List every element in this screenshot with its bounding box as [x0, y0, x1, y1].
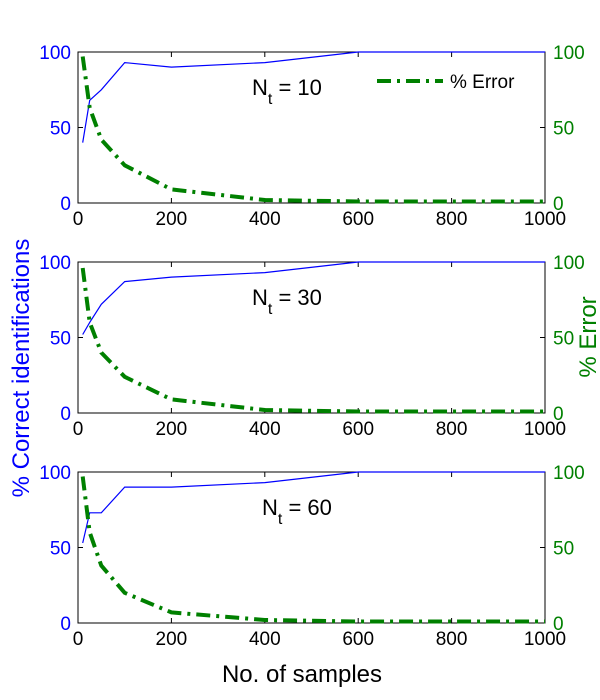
annotation-rest: = 60: [282, 495, 332, 520]
x-tick-label: 400: [249, 629, 281, 650]
y-left-tick-label: 0: [60, 194, 71, 215]
x-tick-label: 600: [342, 419, 374, 440]
y-left-tick-label: 100: [39, 253, 71, 274]
x-tick-label: 0: [73, 629, 84, 650]
annotation-subscript: t: [278, 511, 283, 528]
x-tick-label: 0: [73, 209, 84, 230]
series-error-line: [80, 56, 545, 204]
x-tick-label: 600: [342, 209, 374, 230]
y-right-tick-label: 0: [553, 614, 564, 635]
x-tick-label: 800: [436, 629, 468, 650]
x-tick-label: 1000: [524, 419, 566, 440]
y-left-tick-label: 0: [60, 614, 71, 635]
y-left-tick-label: 50: [50, 539, 71, 560]
annotation-subscript: t: [268, 91, 273, 108]
x-tick-label: 1000: [524, 209, 566, 230]
y-left-tick-label: 100: [39, 43, 71, 64]
series-correct-line: [82, 51, 545, 143]
annotation-rest: = 10: [272, 75, 322, 100]
right-y-axis-label: % Error: [575, 296, 600, 377]
y-left-tick-label: 100: [39, 463, 71, 484]
x-tick-label: 200: [156, 419, 188, 440]
annotation-main: N: [252, 75, 268, 100]
left-y-axis-label: % Correct identifications: [8, 239, 35, 498]
y-right-tick-label: 50: [553, 539, 574, 560]
legend-label: % Error: [450, 72, 515, 93]
x-tick-label: 200: [156, 209, 188, 230]
x-tick-label: 1000: [524, 629, 566, 650]
series-correct-line: [82, 471, 545, 544]
series-correct-line: [82, 261, 545, 335]
y-right-tick-label: 50: [553, 119, 574, 140]
annotation-main: N: [262, 495, 278, 520]
annotation-subscript: t: [268, 301, 273, 318]
y-right-tick-label: 50: [553, 329, 574, 350]
y-left-tick-label: 50: [50, 119, 71, 140]
x-axis-label: No. of samples: [222, 661, 382, 688]
y-right-tick-label: 100: [553, 463, 585, 484]
x-tick-label: 600: [342, 629, 374, 650]
x-tick-label: 400: [249, 209, 281, 230]
y-left-tick-label: 0: [60, 404, 71, 425]
x-tick-label: 400: [249, 419, 281, 440]
x-tick-label: 800: [436, 209, 468, 230]
y-right-tick-label: 100: [553, 253, 585, 274]
panel-annotation: Nt = 30: [252, 285, 322, 318]
x-tick-label: 800: [436, 419, 468, 440]
y-right-tick-label: 100: [553, 43, 585, 64]
x-tick-label: 200: [156, 629, 188, 650]
y-left-tick-label: 50: [50, 329, 71, 350]
annotation-main: N: [252, 285, 268, 310]
panel-annotation: Nt = 60: [262, 495, 332, 528]
y-right-tick-label: 0: [553, 404, 564, 425]
x-tick-label: 0: [73, 419, 84, 440]
series-error-line: [80, 267, 545, 414]
series-error-line: [80, 476, 545, 624]
panel-annotation: Nt = 10: [252, 75, 322, 108]
annotation-rest: = 30: [272, 285, 322, 310]
y-right-tick-label: 0: [553, 194, 564, 215]
